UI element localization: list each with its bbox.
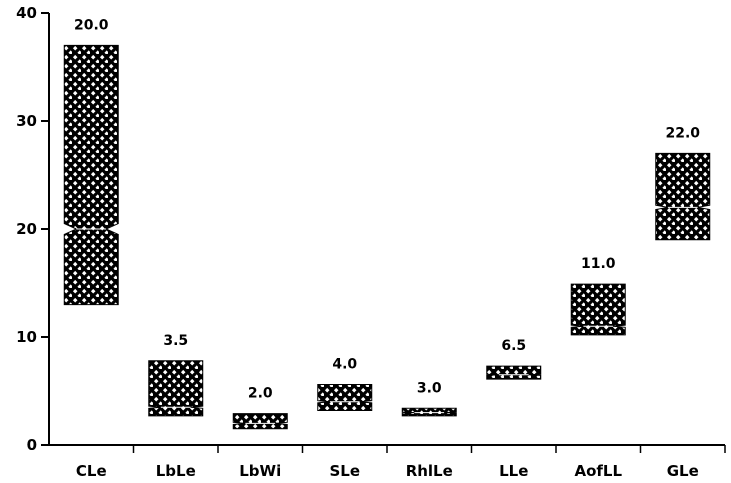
x-tick-label: GLe: [667, 462, 699, 480]
box-LbWi: [232, 413, 288, 430]
data-label: 2.0: [248, 386, 273, 402]
y-tick-label: 20: [16, 220, 37, 238]
y-tick-label: 40: [16, 4, 37, 22]
box-RhlLe: [401, 407, 457, 417]
x-tick-label: LLe: [499, 462, 528, 480]
data-label: 11.0: [581, 256, 616, 272]
box-GLe: [655, 152, 711, 241]
y-tick-label: 10: [16, 328, 37, 346]
data-label: 6.5: [501, 338, 526, 354]
box-AofLL: [570, 283, 626, 336]
data-label: 4.0: [332, 357, 357, 373]
x-tick-label: AofLL: [574, 462, 622, 480]
labels-layer: 20.0 3.5 2.0 4.0 3.0 6.5 11.0 22.0: [74, 17, 700, 401]
axes: 0 10 20 30 40 CLe LbLe LbWi SLe RhlLe LLe AofLL GLe: [16, 4, 726, 480]
data-label: 20.0: [74, 17, 109, 33]
box-series: [63, 44, 711, 430]
x-tick-label: RhlLe: [406, 462, 453, 480]
x-tick-label: SLe: [329, 462, 360, 480]
x-tick-label: CLe: [76, 462, 107, 480]
x-tick-label: LbLe: [156, 462, 196, 480]
y-tick-label: 30: [16, 112, 37, 130]
y-tick-label: 0: [27, 436, 37, 454]
box-SLe: [317, 384, 373, 411]
box-LLe: [486, 365, 542, 380]
data-label: 3.0: [417, 380, 442, 396]
box-CLe: [63, 44, 119, 306]
box-LbLe: [148, 360, 204, 417]
data-label: 22.0: [665, 125, 700, 141]
x-tick-label: LbWi: [239, 462, 281, 480]
data-label: 3.5: [163, 333, 188, 349]
